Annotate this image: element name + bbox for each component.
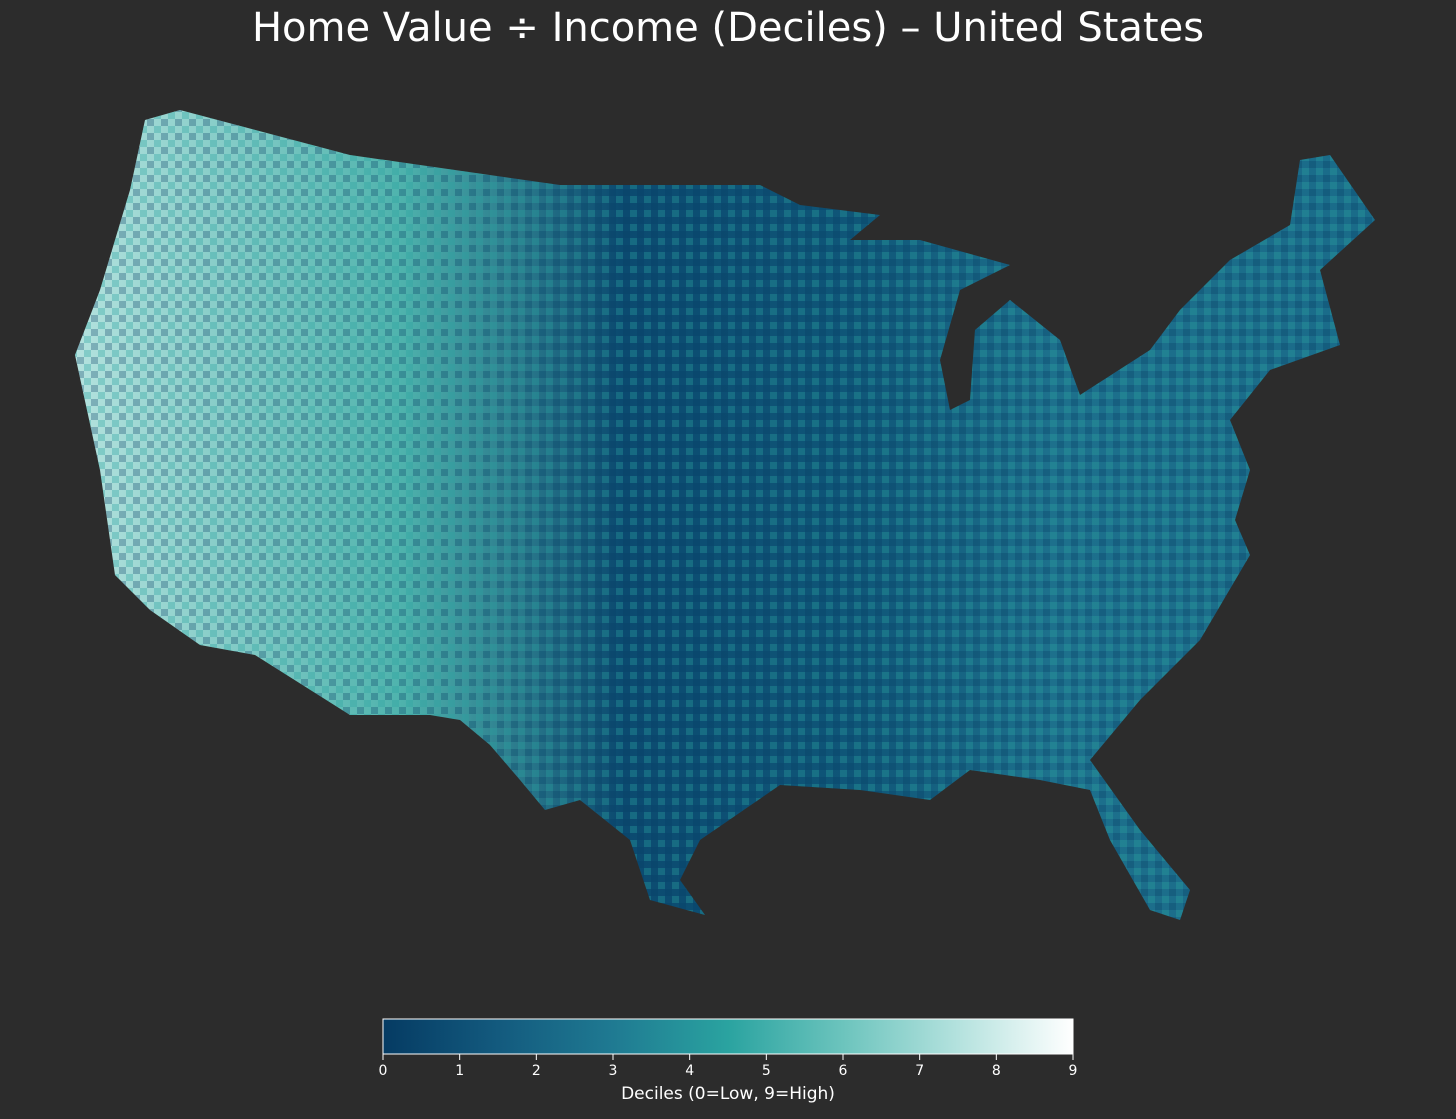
colorbar-tick-label: 5 bbox=[762, 1063, 771, 1079]
colorbar-tick-label: 4 bbox=[685, 1063, 694, 1079]
colorbar-tick-label: 2 bbox=[532, 1063, 541, 1079]
colorbar-tick-label: 8 bbox=[992, 1063, 1001, 1079]
land-texture bbox=[75, 110, 1375, 920]
colorbar-tick-label: 3 bbox=[609, 1063, 618, 1079]
colorbar-label: Deciles (0=Low, 9=High) bbox=[621, 1084, 835, 1104]
colorbar-tick-label: 1 bbox=[455, 1063, 464, 1079]
colorbar-tick-label: 0 bbox=[379, 1063, 388, 1079]
colorbar-tick-label: 9 bbox=[1069, 1063, 1078, 1079]
map-title: Home Value ÷ Income (Deciles) – United S… bbox=[252, 5, 1204, 51]
colorbar-tick-label: 6 bbox=[839, 1063, 848, 1079]
colorbar-tick-label: 7 bbox=[915, 1063, 924, 1079]
us-map bbox=[75, 110, 1375, 920]
colorbar bbox=[382, 1018, 1074, 1055]
